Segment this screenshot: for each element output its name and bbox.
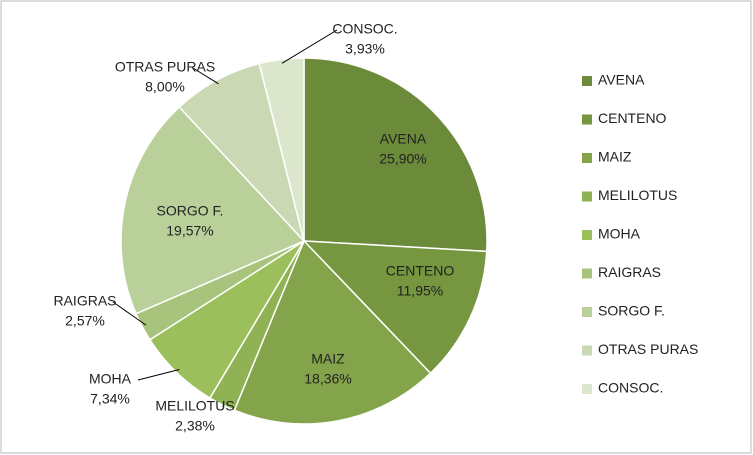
pie-slice: [233, 239, 432, 425]
slice-label-value: 2,38%: [175, 418, 215, 434]
legend-label: MOHA: [598, 226, 641, 242]
legend-label: MAIZ: [598, 149, 632, 165]
pie-slice: [178, 62, 305, 242]
pie-slice: [303, 57, 488, 253]
leader-line: [137, 368, 180, 381]
slice-label-name: MAIZ: [311, 351, 345, 367]
legend-label: CONSOC.: [598, 380, 663, 396]
legend-label: CENTENO: [598, 110, 667, 126]
legend-label: MELILOTUS: [598, 187, 677, 203]
pie-slice: [258, 57, 305, 242]
legend-swatch: [582, 384, 592, 394]
legend-swatch: [582, 153, 592, 163]
slice-label-name: SORGO F.: [157, 203, 224, 219]
legend-label: SORGO F.: [598, 303, 665, 319]
legend-label: AVENA: [598, 72, 645, 88]
legend-swatch: [582, 230, 592, 240]
slice-label-name: MOHA: [89, 371, 132, 387]
slice-label-name: AVENA: [380, 131, 427, 147]
slice-label-value: 18,36%: [304, 371, 351, 387]
legend-swatch: [582, 191, 592, 202]
leader-line: [222, 400, 225, 408]
slice-label-value: 7,34%: [90, 391, 130, 407]
slice-label-name: CONSOC.: [332, 21, 397, 37]
pie-slice: [120, 105, 306, 315]
legend-swatch: [582, 268, 592, 279]
slice-label-value: 3,93%: [345, 41, 385, 57]
leader-line: [281, 29, 338, 64]
slice-label-value: 11,95%: [397, 283, 443, 299]
slice-label-name: MELILOTUS: [155, 398, 234, 414]
legend-swatch: [582, 307, 592, 317]
slice-label-value: 25,90%: [379, 151, 426, 167]
slice-label-name: OTRAS PURAS: [115, 59, 215, 75]
slice-label-value: 19,57%: [166, 223, 213, 239]
slice-label-value: 2,57%: [65, 313, 105, 329]
legend-label: OTRAS PURAS: [598, 341, 698, 357]
legend-swatch: [582, 114, 592, 125]
slice-label-name: CENTENO: [386, 263, 455, 279]
leader-line: [112, 301, 147, 326]
legend-label: RAIGRAS: [598, 264, 661, 280]
legend-swatch: [582, 76, 592, 86]
leader-line: [192, 67, 219, 85]
slice-label-value: 8,00%: [145, 79, 185, 95]
legend-swatch: [582, 345, 592, 356]
slice-label-name: RAIGRAS: [53, 293, 116, 309]
pie-slice: [302, 240, 488, 375]
